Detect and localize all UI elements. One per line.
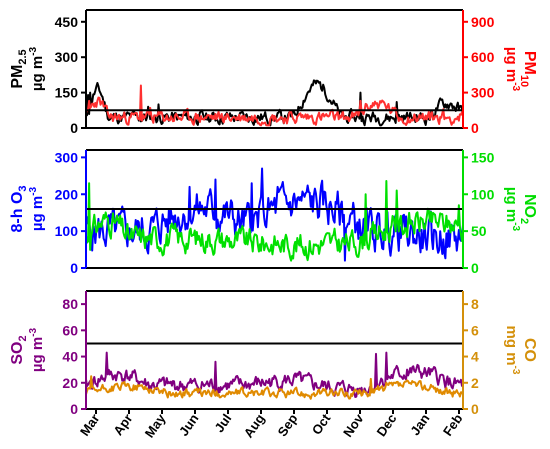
x-tick-label: Nov [340,410,367,439]
right-tick-label: 2 [471,375,479,391]
left-tick-label: 200 [55,186,79,202]
left-axis-label-line2: µg m-3 [28,46,46,91]
right-tick-label: 150 [471,149,495,165]
x-tick-label: Oct [309,411,334,438]
left-tick-label: 300 [55,49,79,65]
right-tick-label: 50 [471,223,487,239]
right-axis-label-line1: NO2 [518,194,538,224]
left-tick-label: 0 [70,260,78,276]
x-tick-label: Mar [77,411,103,439]
series-line-pm10 [85,84,464,127]
left-tick-label: 300 [55,149,79,165]
x-tick-label: Sep [274,411,300,439]
x-tick-label: Dec [373,411,399,439]
right-axis-label-line2: mg m-3 [503,326,521,375]
series-line-no2 [85,179,464,262]
x-axis-months: Mar Apr May Jun Jul Aug Sep Oct Nov Dec Jan Feb [77,409,466,440]
x-tick-label: Jul [211,411,234,435]
x-tick-label: Apr [110,411,135,438]
left-tick-label: 0 [70,401,78,417]
left-axis-label-line1: 8-h O3 [9,185,29,232]
right-tick-label: 0 [471,401,479,417]
left-axis-label-line2: µg m-3 [28,327,46,372]
right-tick-label: 900 [471,14,495,30]
left-tick-label: 450 [55,14,79,30]
right-tick-label: 0 [471,260,479,276]
left-axis-label-line2: µg m-3 [28,186,46,231]
left-tick-label: 80 [62,296,78,312]
right-tick-label: 4 [471,349,479,365]
series-line-o3 [85,167,464,262]
right-axis-label-line1: CO [521,338,538,362]
left-tick-label: 40 [62,349,78,365]
left-tick-label: 60 [62,322,78,338]
series-line-co [85,375,464,400]
left-tick-label: 0 [70,120,78,136]
x-tick-label: Jun [176,411,202,439]
right-tick-label: 100 [471,186,495,202]
right-axis-label-line2: µg m-3 [503,47,521,92]
right-tick-label: 300 [471,85,495,101]
x-tick-label: Feb [440,411,466,439]
left-axis-label-line1: PM2.5 [9,49,29,88]
right-tick-label: 0 [471,120,479,136]
x-tick-label: May [142,410,169,440]
x-tick-label: Aug [241,411,268,440]
left-axis-label-line1: SO2 [9,335,29,364]
x-tick-label: Jan [407,411,432,438]
right-tick-label: 8 [471,296,479,312]
right-tick-label: 600 [471,49,495,65]
left-tick-label: 20 [62,375,78,391]
right-axis-label-line2: µg m-3 [503,187,521,232]
left-tick-label: 150 [55,85,79,101]
right-tick-label: 6 [471,322,479,338]
series-line-so2 [85,351,464,398]
left-tick-label: 100 [55,223,79,239]
